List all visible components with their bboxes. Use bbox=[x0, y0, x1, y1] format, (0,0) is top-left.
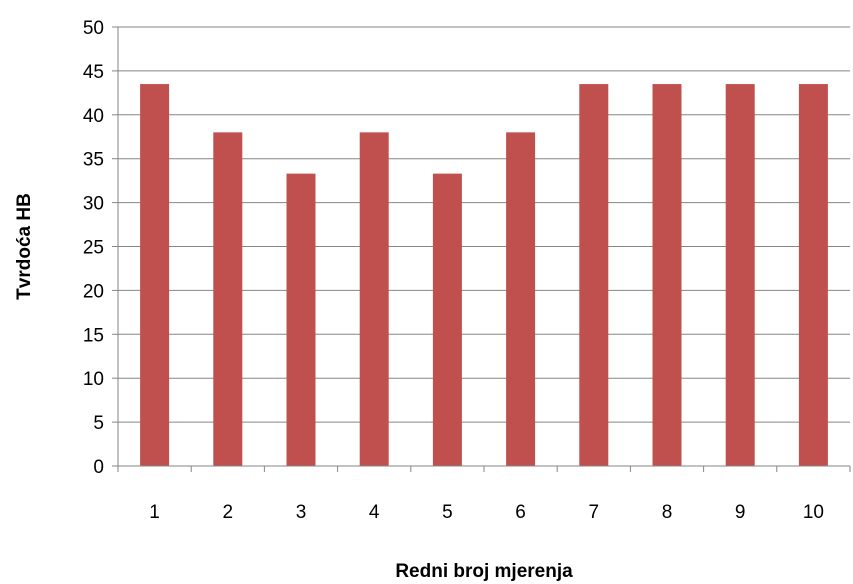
bar-9 bbox=[725, 84, 755, 466]
y-tick-label: 10 bbox=[83, 369, 104, 390]
axes bbox=[112, 26, 851, 472]
bar-2 bbox=[213, 132, 243, 467]
bar-4 bbox=[359, 132, 389, 467]
x-tick-label: 8 bbox=[662, 502, 673, 523]
bar-1 bbox=[140, 84, 170, 466]
x-tick-label: 9 bbox=[735, 502, 746, 523]
y-tick-label: 40 bbox=[83, 106, 104, 127]
y-tick-label: 25 bbox=[83, 238, 104, 259]
y-tick-label: 50 bbox=[83, 18, 104, 39]
x-tick-label: 10 bbox=[803, 502, 824, 523]
bar-5 bbox=[432, 173, 462, 466]
x-tick-label: 1 bbox=[149, 502, 160, 523]
y-tick-label: 45 bbox=[83, 62, 104, 83]
y-tick-label: 35 bbox=[83, 150, 104, 171]
y-tick-label: 5 bbox=[93, 413, 104, 434]
x-tick-label: 3 bbox=[296, 502, 307, 523]
x-tick-label: 5 bbox=[442, 502, 453, 523]
bar-7 bbox=[579, 84, 609, 466]
bar-3 bbox=[286, 173, 316, 466]
y-tick-label: 30 bbox=[83, 194, 104, 215]
y-tick-label: 15 bbox=[83, 325, 104, 346]
x-axis-title: Redni broj mjerenja bbox=[395, 561, 573, 582]
bar-8 bbox=[652, 84, 682, 466]
y-axis-title: Tvrdoća HB bbox=[14, 193, 35, 300]
bar-6 bbox=[506, 132, 536, 467]
y-tick-label: 20 bbox=[83, 281, 104, 302]
x-tick-label: 7 bbox=[589, 502, 600, 523]
x-tick-label: 6 bbox=[515, 502, 526, 523]
x-tick-label: 4 bbox=[369, 502, 380, 523]
y-tick-label: 0 bbox=[93, 457, 104, 478]
x-tick-label: 2 bbox=[223, 502, 234, 523]
bar-10 bbox=[798, 84, 828, 466]
bars bbox=[140, 84, 828, 467]
